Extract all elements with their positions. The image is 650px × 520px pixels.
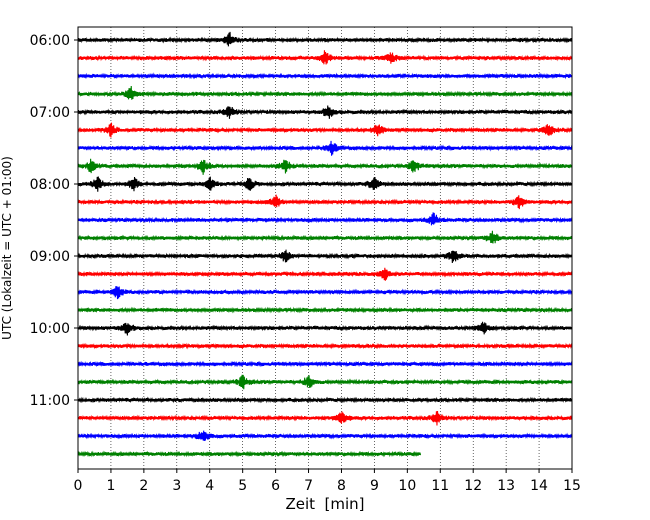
x-tick-label: 15 bbox=[563, 478, 581, 494]
x-tick-label: 8 bbox=[337, 478, 346, 494]
trace-1130 bbox=[77, 430, 573, 442]
y-tick-label: 09:00 bbox=[30, 249, 70, 265]
trace-0715 bbox=[77, 122, 573, 138]
x-tick-label: 3 bbox=[172, 478, 181, 494]
trace-0915 bbox=[77, 267, 573, 281]
y-axis-label: UTC (Lokalzeit = UTC + 01:00) bbox=[0, 156, 14, 340]
trace-1000 bbox=[77, 321, 573, 336]
y-tick-label: 11:00 bbox=[30, 393, 70, 409]
y-tick-label: 07:00 bbox=[30, 105, 70, 121]
x-tick-label: 14 bbox=[530, 478, 548, 494]
x-tick-label: 10 bbox=[398, 478, 416, 494]
trace-0830 bbox=[77, 212, 573, 226]
trace-0730 bbox=[77, 140, 573, 156]
y-axis-ticks: 06:00 07:00 08:00 09:00 10:00 11:00 bbox=[30, 33, 78, 409]
plot-area bbox=[78, 27, 572, 469]
trace-1045 bbox=[77, 374, 573, 390]
trace-1145 bbox=[77, 450, 422, 458]
y-tick-label: 06:00 bbox=[30, 33, 70, 49]
trace-1015 bbox=[77, 342, 573, 350]
y-tick-label: 10:00 bbox=[30, 321, 70, 337]
x-tick-label: 2 bbox=[139, 478, 148, 494]
trace-0645 bbox=[77, 85, 573, 100]
trace-1115 bbox=[77, 410, 573, 426]
trace-0800 bbox=[77, 176, 573, 192]
trace-1030 bbox=[77, 360, 573, 368]
x-tick-label: 5 bbox=[238, 478, 247, 494]
trace-0600 bbox=[77, 31, 573, 47]
trace-0630 bbox=[77, 72, 573, 80]
trace-0745 bbox=[77, 158, 573, 175]
x-tick-label: 1 bbox=[106, 478, 115, 494]
x-tick-label: 11 bbox=[431, 478, 449, 494]
trace-0700 bbox=[77, 105, 573, 119]
x-axis-label: Zeit [min] bbox=[285, 495, 364, 513]
x-tick-label: 7 bbox=[304, 478, 313, 494]
trace-0815 bbox=[77, 194, 573, 210]
trace-1100 bbox=[77, 396, 573, 404]
trace-0900 bbox=[77, 249, 573, 264]
trace-0845 bbox=[77, 230, 573, 244]
traces bbox=[77, 31, 573, 458]
x-tick-label: 9 bbox=[370, 478, 379, 494]
y-tick-label: 08:00 bbox=[30, 177, 70, 193]
trace-0945 bbox=[77, 306, 573, 314]
trace-0930 bbox=[77, 286, 573, 300]
x-tick-label: 13 bbox=[497, 478, 515, 494]
x-tick-label: 0 bbox=[74, 478, 83, 494]
x-tick-label: 12 bbox=[464, 478, 482, 494]
trace-0615 bbox=[77, 50, 573, 65]
x-axis-ticks: 0 1 2 3 4 5 6 7 8 9 10 11 12 13 14 15 bbox=[74, 469, 581, 494]
x-tick-label: 4 bbox=[205, 478, 214, 494]
x-tick-label: 6 bbox=[271, 478, 280, 494]
plot-frame bbox=[77, 26, 573, 470]
